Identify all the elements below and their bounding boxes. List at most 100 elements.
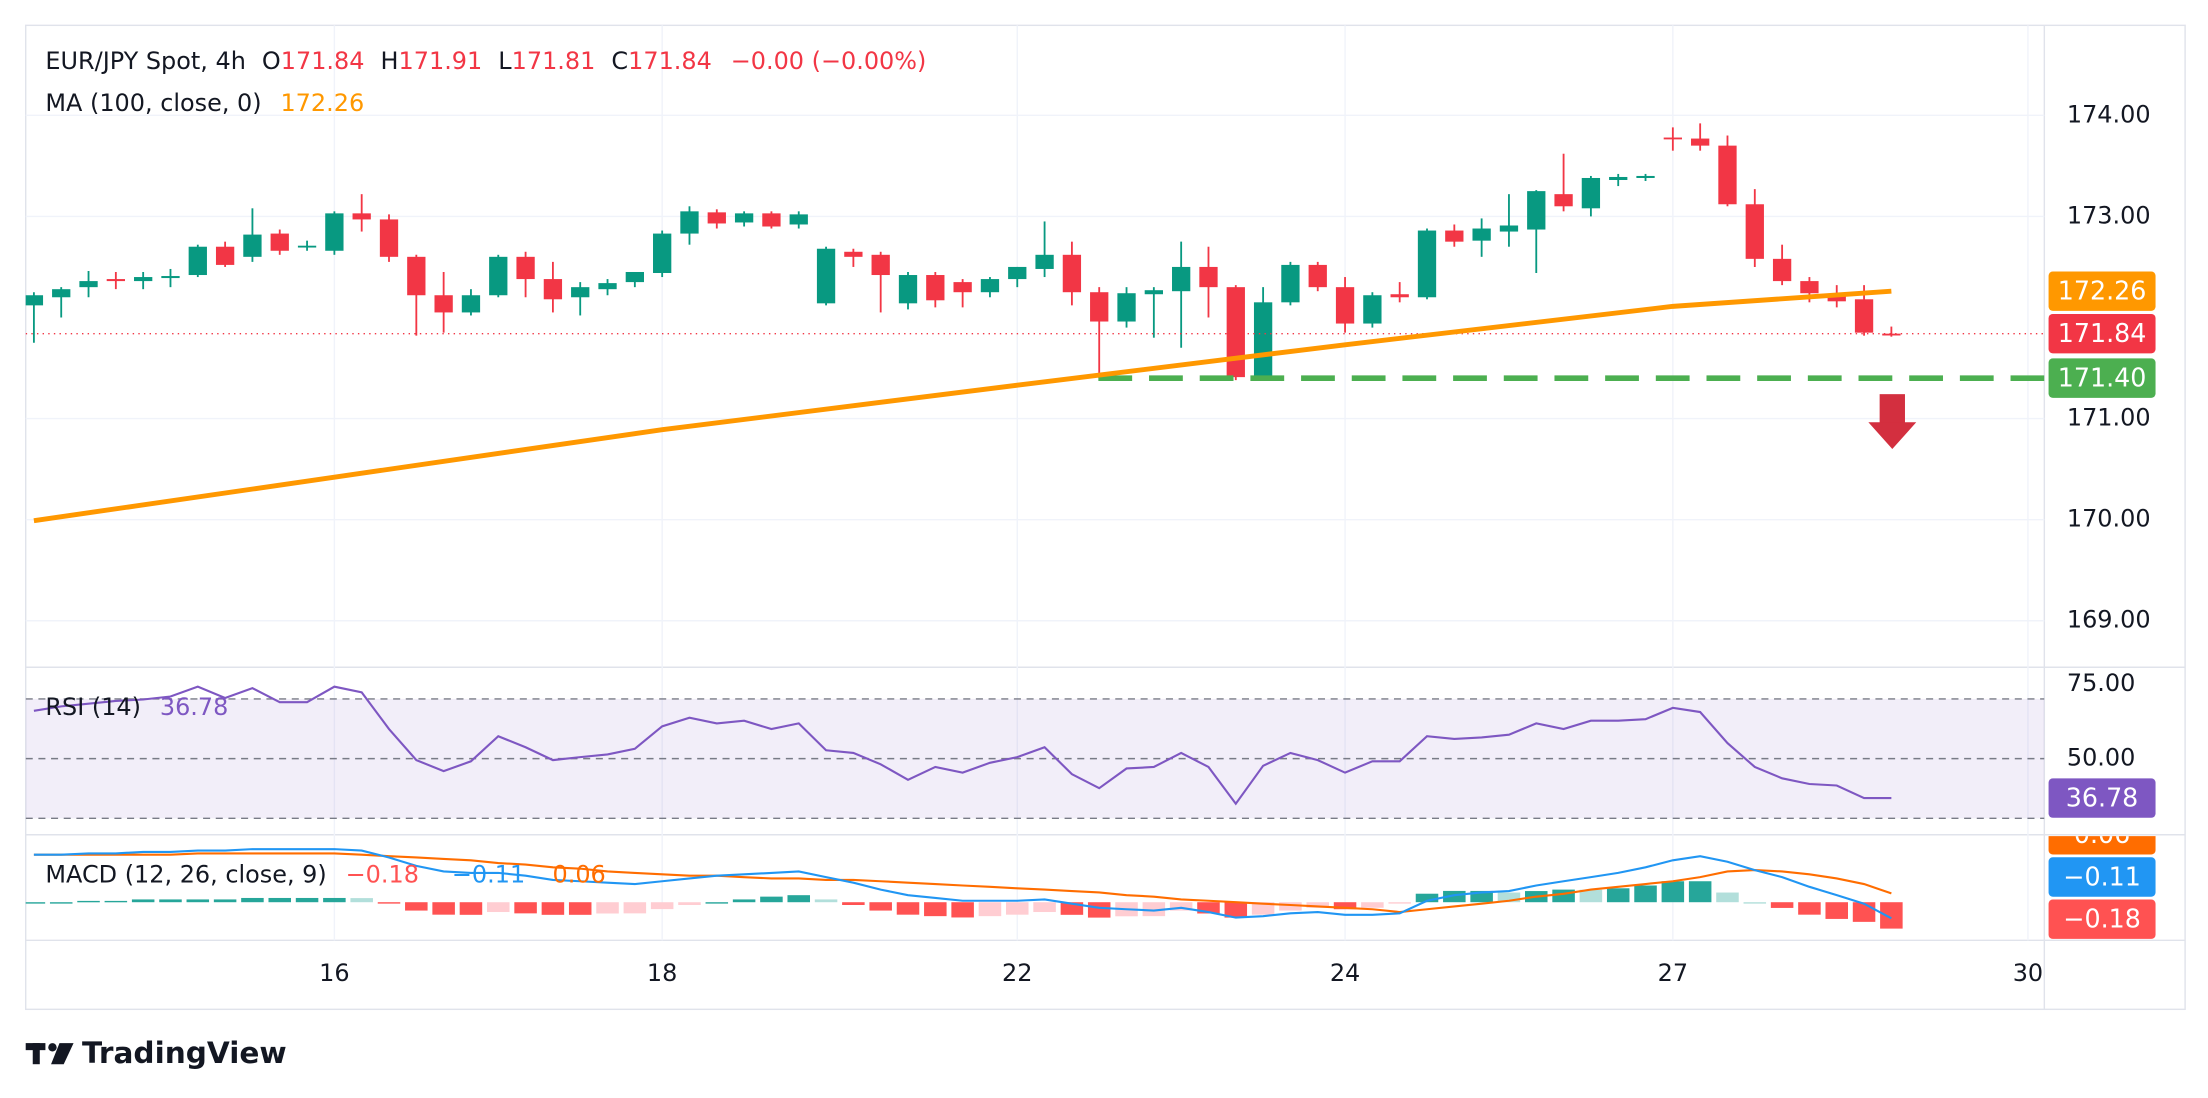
macd-legend: MACD (12, 26, close, 9) −0.18 −0.11 0.06 bbox=[45, 861, 605, 889]
histogram-bar bbox=[1306, 902, 1330, 908]
candle-body bbox=[1691, 138, 1710, 146]
histogram-bar bbox=[1388, 902, 1411, 904]
ohlc-value: 171.81 bbox=[512, 47, 596, 75]
histogram-bar bbox=[159, 899, 182, 903]
candle-body bbox=[1199, 266, 1218, 288]
histogram-bar bbox=[268, 897, 292, 903]
price-badge-label: 171.40 bbox=[2058, 363, 2147, 393]
x-tick-label: 18 bbox=[647, 959, 677, 987]
candle-body bbox=[1554, 194, 1573, 207]
candle-body bbox=[1390, 294, 1409, 298]
candle-body bbox=[1499, 225, 1519, 232]
arrow-head bbox=[1868, 422, 1917, 450]
candle-body bbox=[980, 279, 1000, 293]
candle-body bbox=[1417, 230, 1437, 298]
histogram-bar bbox=[1688, 881, 1712, 903]
candle-body bbox=[1172, 266, 1191, 292]
x-tick-label: 27 bbox=[1658, 959, 1688, 987]
candle-body bbox=[243, 234, 262, 257]
logo-part bbox=[51, 1043, 74, 1065]
histogram-bar bbox=[104, 900, 128, 903]
candle-body bbox=[926, 275, 945, 301]
histogram-bar bbox=[241, 897, 264, 903]
histogram-bar bbox=[186, 899, 210, 903]
candle-body bbox=[270, 233, 289, 251]
histogram-bar bbox=[1743, 902, 1767, 904]
candle-body bbox=[1226, 287, 1245, 378]
histogram-bar bbox=[1443, 890, 1466, 903]
candle-body bbox=[1090, 292, 1109, 322]
candle-body bbox=[1472, 228, 1491, 241]
ohlc-key: L bbox=[498, 47, 512, 75]
price-badge-label: 171.84 bbox=[2058, 318, 2147, 348]
histogram-bar bbox=[1606, 888, 1630, 903]
histogram-bar bbox=[1361, 902, 1384, 908]
histogram-bar bbox=[760, 896, 783, 903]
price-badge bbox=[2048, 271, 2156, 311]
histogram-bar bbox=[1770, 902, 1794, 908]
ohlc-value: 171.91 bbox=[399, 47, 483, 75]
histogram-bar bbox=[1852, 902, 1876, 922]
candle-body bbox=[1581, 177, 1601, 209]
histogram-bar bbox=[541, 902, 565, 915]
candle-body bbox=[871, 254, 890, 276]
macd-value: −0.11 bbox=[452, 861, 525, 889]
ma-legend: MA (100, close, 0) 172.26 bbox=[45, 89, 364, 117]
ma-value: 172.26 bbox=[280, 89, 364, 117]
candle-body bbox=[161, 276, 180, 279]
candle-body bbox=[1308, 264, 1327, 288]
candle-body bbox=[52, 289, 71, 298]
symbol-title: EUR/JPY Spot, 4h bbox=[45, 47, 245, 75]
y-tick-label: 169.00 bbox=[2067, 606, 2151, 634]
histogram-bar bbox=[49, 902, 73, 904]
price-badge-label: 0.06 bbox=[2074, 819, 2130, 849]
candle-body bbox=[407, 256, 426, 296]
price-badge bbox=[2048, 313, 2156, 354]
histogram-bar bbox=[1552, 889, 1575, 903]
candle-body bbox=[734, 213, 754, 223]
price-badge bbox=[2048, 836, 2156, 855]
histogram-bar bbox=[978, 902, 1002, 917]
histogram-bar bbox=[1279, 902, 1302, 911]
candle-body bbox=[489, 256, 508, 296]
macd-line bbox=[33, 848, 1892, 920]
histogram-bar bbox=[514, 902, 537, 914]
histogram-bar bbox=[1470, 890, 1493, 903]
histogram-value: −0.18 bbox=[346, 861, 419, 889]
histogram-bar bbox=[405, 902, 428, 911]
logo-part bbox=[32, 1043, 40, 1065]
histogram-bar bbox=[1006, 902, 1029, 915]
candle-body bbox=[1854, 299, 1874, 333]
signal-value: 0.06 bbox=[553, 861, 606, 889]
y-tick-label: 173.00 bbox=[2067, 201, 2151, 229]
candle-body bbox=[1335, 287, 1355, 324]
ohlc-key: C bbox=[611, 47, 628, 75]
candle-body bbox=[106, 279, 125, 282]
candle-body bbox=[543, 279, 563, 300]
badges: 171.40 171.84 172.26 36.78 bbox=[2048, 271, 2156, 818]
x-tick-label: 16 bbox=[319, 959, 349, 987]
histogram-bar bbox=[1169, 902, 1193, 911]
candle-body bbox=[680, 211, 699, 234]
brand: TradingView bbox=[82, 1036, 287, 1070]
candle-body bbox=[1008, 266, 1027, 280]
histogram-bar bbox=[1197, 902, 1220, 914]
candle-body bbox=[1363, 295, 1382, 324]
histogram-bar bbox=[678, 902, 701, 905]
histogram-bar bbox=[323, 897, 346, 903]
histogram-bar bbox=[1661, 881, 1685, 903]
histogram-bar bbox=[1142, 902, 1166, 917]
candle-body bbox=[297, 245, 317, 248]
signal-line bbox=[33, 852, 1892, 914]
histogram-bar bbox=[1579, 889, 1603, 903]
price-badge bbox=[2048, 778, 2156, 818]
candle-body bbox=[215, 246, 235, 265]
candle-body bbox=[1527, 191, 1546, 230]
y-tick-label: 171.00 bbox=[2067, 404, 2151, 432]
candle-body bbox=[434, 295, 453, 313]
rsi-value: 36.78 bbox=[160, 693, 228, 721]
histogram-bar bbox=[814, 899, 838, 903]
y-tick-label: 170.00 bbox=[2067, 505, 2151, 533]
candle-body bbox=[816, 248, 836, 304]
candle-body bbox=[898, 275, 918, 304]
